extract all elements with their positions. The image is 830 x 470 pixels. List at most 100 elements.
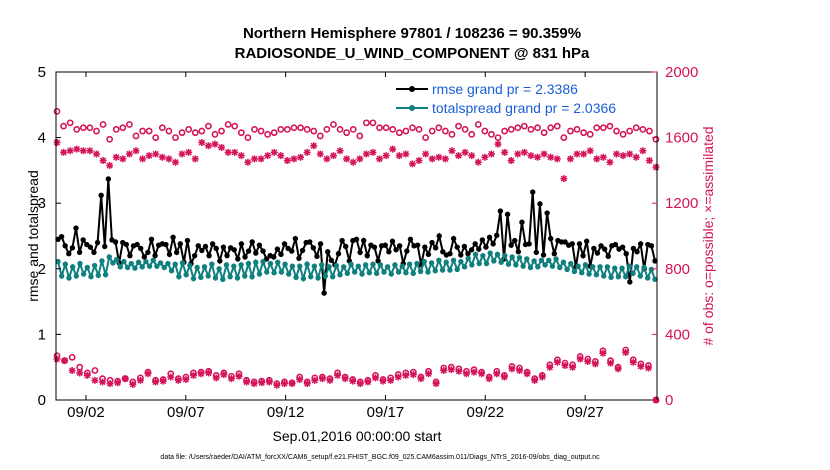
possible-point <box>145 127 153 135</box>
assimilated-point <box>369 148 377 156</box>
rmse-point <box>141 254 148 260</box>
totalspread-point <box>553 256 559 262</box>
assimilated_low-point <box>569 363 577 371</box>
rmse-point <box>253 250 259 256</box>
assimilated-point <box>112 153 120 161</box>
rmse-point <box>479 237 486 243</box>
totalspread-point <box>157 260 164 266</box>
totalspread-point <box>128 260 134 267</box>
assimilated-point <box>586 147 594 155</box>
totalspread-point <box>619 265 625 271</box>
possible-point <box>264 130 272 138</box>
assimilated_low-point <box>599 349 607 357</box>
totalspread-point <box>220 276 226 282</box>
rmse-point <box>357 249 363 256</box>
rmse-point <box>58 233 65 240</box>
assimilated_low-point <box>288 380 296 388</box>
totalspread-point <box>183 272 189 278</box>
rmse-point <box>307 239 313 245</box>
rmse-point <box>66 251 72 257</box>
totalspread-point <box>150 257 156 263</box>
rmse-point <box>627 279 633 285</box>
totalspread-point <box>417 268 424 275</box>
rmse-point <box>601 246 608 252</box>
assimilated-point <box>349 158 357 166</box>
rmse-point <box>494 232 500 239</box>
totalspread-point <box>644 275 651 281</box>
rmse-point <box>407 236 414 242</box>
totalspread-point <box>165 260 171 267</box>
assimilated-point <box>165 155 173 163</box>
series-layer <box>53 107 660 404</box>
possible-point <box>580 129 587 137</box>
rmse-point <box>166 251 173 258</box>
y-left-tick-label: 2 <box>38 261 46 278</box>
totalspread-point <box>227 273 233 280</box>
possible-point <box>126 121 133 128</box>
assimilated_low-point <box>485 375 493 383</box>
assimilated_low-point <box>523 370 531 378</box>
totalspread-point <box>443 259 449 265</box>
assimilated_low-point <box>227 375 235 383</box>
assimilated_low-point <box>159 377 167 385</box>
y-axis-right: 0 400 800 1200 1600 2000 <box>652 64 698 409</box>
rmse-point <box>62 243 68 249</box>
rmse-point <box>580 252 586 259</box>
rmse-point <box>623 251 629 257</box>
assimilated-point <box>448 147 456 155</box>
totalspread-point <box>329 273 336 280</box>
assimilated-point <box>244 158 252 166</box>
assimilated-point <box>198 139 206 147</box>
rmse-point <box>245 248 252 254</box>
possible-point <box>86 124 94 132</box>
totalspread-point <box>73 273 80 279</box>
totalspread-point <box>58 273 65 279</box>
assimilated-point <box>73 145 81 153</box>
assimilated_low-point <box>349 377 357 385</box>
assimilated_low-point <box>68 366 76 374</box>
rmse-point <box>429 239 435 246</box>
totalspread-point <box>593 272 600 278</box>
rmse-point <box>224 252 230 259</box>
possible-point <box>573 125 581 133</box>
assimilated-point <box>139 155 147 163</box>
assimilated-point <box>119 155 127 163</box>
assimilated-point <box>283 157 291 165</box>
rmse-point <box>127 252 133 259</box>
rmse-point <box>440 249 446 255</box>
possible-point <box>534 124 541 132</box>
rmse-point <box>314 253 320 260</box>
plot-background <box>56 72 657 400</box>
rmse-point <box>634 249 640 255</box>
possible-point <box>277 125 285 133</box>
assimilated_low-point <box>538 373 546 381</box>
totalspread-point <box>84 264 90 271</box>
totalspread-point <box>260 258 266 265</box>
rmse-point <box>447 251 453 257</box>
totalspread-point <box>340 264 347 270</box>
totalspread-point <box>95 272 101 279</box>
rmse-point <box>612 241 619 248</box>
rmse-point <box>375 258 381 264</box>
series-assimilated_low <box>53 348 660 404</box>
totalspread-point <box>161 264 167 271</box>
series-rmse <box>55 176 658 296</box>
possible-point <box>356 132 364 140</box>
rmse-point <box>256 242 263 248</box>
totalspread-point <box>557 264 563 271</box>
rmse-point <box>184 237 191 244</box>
possible-point <box>297 124 304 132</box>
totalspread-point <box>344 270 351 277</box>
rmse-point <box>594 250 601 256</box>
possible-point <box>119 124 127 132</box>
totalspread-point <box>633 264 640 270</box>
assimilated_low-point <box>98 378 106 386</box>
possible-point <box>599 124 607 132</box>
y-axis-right-label: # of obs: o=possible; ×=assimilated <box>700 126 716 345</box>
assimilated_low-point <box>607 359 615 367</box>
possible-point <box>283 125 291 133</box>
totalspread-point <box>403 270 409 276</box>
possible-point <box>244 134 252 141</box>
possible-point <box>395 129 403 137</box>
possible-point <box>251 125 258 133</box>
